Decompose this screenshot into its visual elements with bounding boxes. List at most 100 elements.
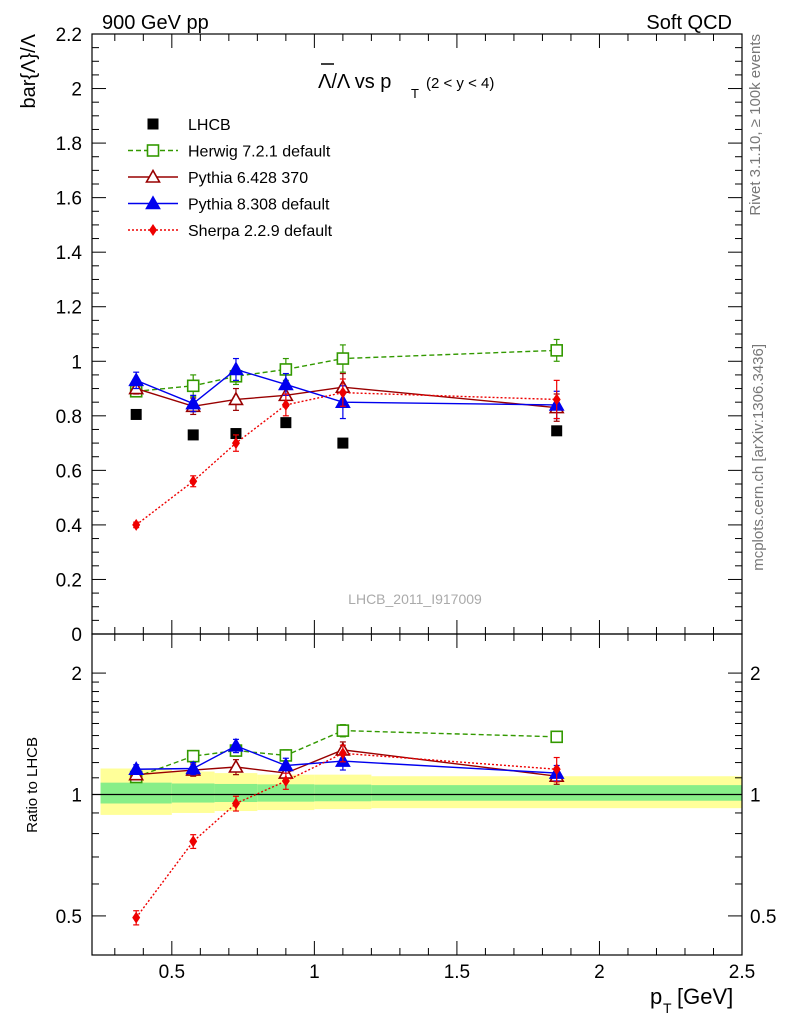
data-point bbox=[132, 518, 141, 531]
ratio-y-tick-label-right: 0.5 bbox=[750, 907, 776, 928]
legend-label: LHCB bbox=[188, 117, 231, 134]
ratio-y-tick-label: 0.5 bbox=[56, 907, 82, 928]
data-point bbox=[551, 425, 563, 437]
data-point bbox=[128, 761, 145, 776]
band-inner-bin bbox=[214, 783, 258, 803]
y-tick-label: 2.2 bbox=[56, 25, 82, 46]
main-title-range: (2 < y < 4) bbox=[426, 75, 494, 92]
legend-marker bbox=[145, 168, 161, 183]
legend-item-herwig-7-2-1-default: Herwig 7.2.1 default bbox=[128, 144, 331, 161]
x-tick-label: 1 bbox=[309, 962, 320, 983]
data-point bbox=[228, 361, 244, 376]
data-point bbox=[338, 386, 347, 399]
data-point bbox=[186, 379, 200, 393]
series-sherpa-2-2-9-default bbox=[132, 744, 561, 926]
data-point bbox=[277, 376, 294, 391]
y-tick-label: 0.4 bbox=[56, 516, 83, 537]
series-pythia-8-308-default bbox=[128, 357, 565, 420]
main-title: Λ/Λ vs p T (2 < y < 4) bbox=[318, 63, 494, 101]
data-point bbox=[231, 437, 240, 450]
data-point bbox=[228, 758, 244, 773]
data-point bbox=[337, 437, 349, 449]
legend-item-lhcb: LHCB bbox=[147, 117, 231, 134]
data-point bbox=[189, 475, 198, 488]
data-point bbox=[552, 763, 561, 776]
band-inner-bin bbox=[371, 785, 742, 801]
main-panel: 0 0.2 0.4 0.6 0.8 1 1.2 1.4 1.6 1.8 2 2.2 bbox=[56, 25, 743, 646]
x-axis-label-text: p bbox=[650, 984, 662, 1009]
rivet-label: Rivet 3.1.10, ≥ 100k events bbox=[747, 34, 764, 216]
header-left: 900 GeV pp bbox=[102, 12, 209, 34]
data-point bbox=[186, 749, 200, 763]
data-point bbox=[185, 395, 202, 410]
header-right: Soft QCD bbox=[646, 12, 732, 34]
legend-item-pythia-8-308-default: Pythia 8.308 default bbox=[128, 195, 330, 214]
y-tick-label: 1.4 bbox=[56, 243, 83, 264]
data-point bbox=[185, 760, 202, 775]
data-point bbox=[550, 344, 563, 357]
ratio-y-tick-label: 2 bbox=[71, 664, 82, 685]
x-tick-label: 2.5 bbox=[729, 962, 755, 983]
main-title-text: Λ/Λ vs p bbox=[318, 71, 391, 93]
band-inner-bin bbox=[171, 783, 215, 803]
legend-item-sherpa-2-2-9-default: Sherpa 2.2.9 default bbox=[128, 223, 333, 240]
legend-label: Pythia 6.428 370 bbox=[188, 170, 308, 187]
ratio-y-tick-label-right: 1 bbox=[750, 786, 761, 807]
series-line bbox=[135, 391, 557, 526]
legend-label: Sherpa 2.2.9 default bbox=[188, 223, 333, 240]
y-tick-label: 0 bbox=[71, 625, 82, 646]
legend-item-pythia-6-428-370: Pythia 6.428 370 bbox=[128, 168, 308, 187]
legend-label: Herwig 7.2.1 default bbox=[188, 144, 331, 161]
analysis-watermark: LHCB_2011_I917009 bbox=[348, 591, 482, 607]
y-axis-label-ratio: Ratio to LHCB bbox=[24, 737, 41, 833]
series-line bbox=[135, 368, 557, 406]
data-point bbox=[187, 429, 199, 441]
data-point bbox=[228, 391, 244, 406]
y-tick-label: 0.6 bbox=[56, 461, 82, 482]
data-point bbox=[277, 757, 294, 772]
legend: LHCB Herwig 7.2.1 default Pythia 6.428 370… bbox=[128, 117, 333, 240]
series-line bbox=[135, 386, 557, 409]
legend-marker bbox=[149, 224, 157, 236]
data-point bbox=[189, 835, 198, 848]
data-point bbox=[230, 428, 242, 440]
ratio-y-tick-label-right: 2 bbox=[750, 664, 761, 685]
legend-marker bbox=[147, 118, 159, 130]
series-line bbox=[135, 729, 557, 778]
y-tick-label: 1 bbox=[71, 352, 82, 373]
data-point bbox=[128, 372, 145, 387]
series-lhcb bbox=[130, 408, 563, 449]
main-title-sub: T bbox=[411, 86, 419, 101]
y-tick-label: 1.8 bbox=[56, 134, 82, 155]
x-axis-label: p T [GeV] bbox=[650, 984, 733, 1016]
series-line bbox=[136, 749, 557, 777]
data-point bbox=[228, 737, 244, 752]
x-tick-label: 1.5 bbox=[444, 962, 470, 983]
x-tick-label: 2 bbox=[594, 962, 605, 983]
data-point bbox=[281, 775, 290, 788]
data-point bbox=[552, 393, 561, 406]
legend-marker bbox=[145, 195, 161, 210]
x-tick-label: 0.5 bbox=[159, 962, 185, 983]
data-point bbox=[336, 724, 350, 737]
y-tick-label: 2 bbox=[71, 80, 82, 101]
ratio-y-tick-label: 1 bbox=[71, 786, 82, 807]
data-point bbox=[336, 352, 350, 365]
y-tick-label: 1.2 bbox=[56, 298, 82, 319]
y-tick-label: 1.6 bbox=[56, 189, 82, 210]
data-point bbox=[130, 408, 142, 420]
data-point bbox=[281, 398, 290, 411]
y-axis-label-main: bar{Λ}/Λ bbox=[18, 33, 40, 108]
band-inner-bin bbox=[100, 782, 172, 804]
data-point bbox=[231, 797, 240, 810]
legend-marker bbox=[146, 144, 160, 157]
y-tick-label: 0.2 bbox=[56, 570, 82, 591]
data-point bbox=[550, 730, 563, 744]
data-point bbox=[280, 417, 292, 429]
ratio-uncertainty-bands bbox=[92, 768, 742, 815]
band-inner-bin bbox=[314, 784, 372, 802]
x-axis-label-unit: [GeV] bbox=[677, 984, 733, 1009]
data-point bbox=[132, 911, 141, 924]
band-inner-bin bbox=[257, 784, 315, 802]
